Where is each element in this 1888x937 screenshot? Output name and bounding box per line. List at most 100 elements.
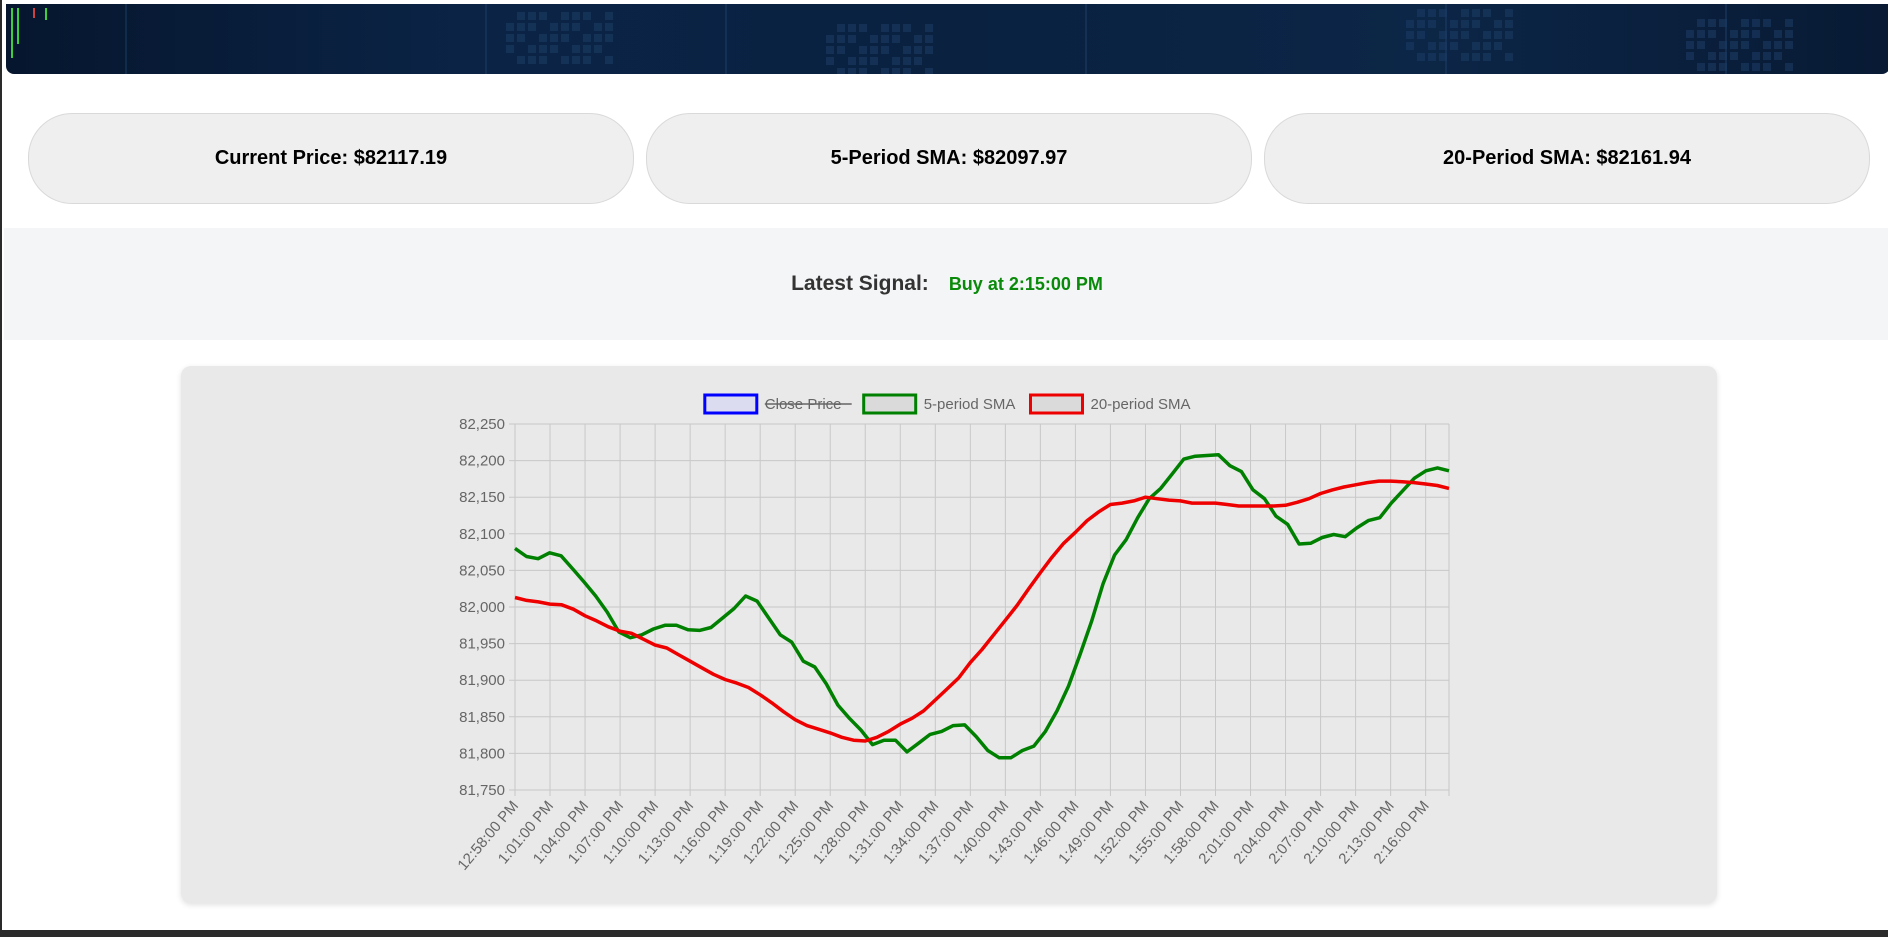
- banner-tile: [1406, 42, 1414, 50]
- banner-tile: [517, 34, 525, 42]
- banner-tile: [539, 45, 547, 53]
- y-tick-label: 82,000: [459, 599, 505, 616]
- banner-tile: [837, 68, 845, 74]
- legend-label: 5-period SMA: [924, 396, 1016, 413]
- banner-tile: [1730, 30, 1738, 38]
- banner-tile: [1483, 53, 1491, 61]
- banner-tile: [517, 23, 525, 31]
- banner-tile: [594, 45, 602, 53]
- banner-tile: [1439, 9, 1447, 17]
- banner-tile: [1428, 20, 1436, 28]
- banner-tile: [870, 35, 878, 43]
- chart-series: [513, 452, 1450, 760]
- y-tick-label: 81,950: [459, 636, 505, 653]
- legend-item-5-period-sma[interactable]: 5-period SMA: [862, 393, 1016, 415]
- banner-tile: [925, 46, 933, 54]
- banner-tile: [914, 46, 922, 54]
- banner-tile: [1697, 19, 1705, 27]
- legend-swatch: [862, 393, 918, 415]
- legend-label: 20-period SMA: [1091, 396, 1191, 413]
- banner-tile: [517, 12, 525, 20]
- banner-tile: [583, 45, 591, 53]
- header-banner: [6, 4, 1888, 74]
- banner-tile: [1741, 19, 1749, 27]
- banner-tile: [1708, 30, 1716, 38]
- banner-tile: [1708, 63, 1716, 71]
- banner-tile: [1450, 31, 1458, 39]
- banner-tile: [848, 24, 856, 32]
- banner-tile: [848, 57, 856, 65]
- banner-tile: [1472, 9, 1480, 17]
- banner-tile: [1741, 41, 1749, 49]
- banner-tile: [925, 24, 933, 32]
- banner-tile: [1752, 30, 1760, 38]
- banner-tile: [1785, 19, 1793, 27]
- banner-tile: [1708, 52, 1716, 60]
- sma5-text: 5-Period SMA: $82097.97: [830, 147, 1068, 169]
- banner-tile: [1730, 52, 1738, 60]
- banner-tile: [583, 56, 591, 64]
- banner-tile: [1752, 19, 1760, 27]
- banner-tile: [892, 57, 900, 65]
- banner-tile: [1686, 52, 1694, 60]
- banner-tile: [1494, 31, 1502, 39]
- banner-tile: [1763, 63, 1771, 71]
- banner-tile: [1439, 53, 1447, 61]
- banner-tile: [1417, 31, 1425, 39]
- legend-item-20-period-sma[interactable]: 20-period SMA: [1029, 393, 1191, 415]
- latest-signal-value: Buy at 2:15:00 PM: [948, 273, 1103, 294]
- banner-tile: [1417, 53, 1425, 61]
- banner-tile: [1494, 20, 1502, 28]
- banner-tile: [1406, 31, 1414, 39]
- y-tick-label: 82,250: [459, 416, 505, 433]
- chart-panel: 81,750 81,800 81,850 81,900 81,950 82,000 82,0…: [181, 366, 1717, 903]
- banner-tile: [1774, 30, 1782, 38]
- banner-tile: [837, 24, 845, 32]
- banner-tile: [605, 56, 613, 64]
- banner-tile: [1719, 52, 1727, 60]
- banner-tile: [881, 24, 889, 32]
- banner-tile: [1719, 41, 1727, 49]
- banner-tile: [506, 34, 514, 42]
- banner-tile: [1697, 63, 1705, 71]
- banner-tile: [1785, 30, 1793, 38]
- banner-tile: [848, 35, 856, 43]
- legend-item-close-price[interactable]: Close Price: [703, 393, 852, 415]
- banner-tile: [539, 34, 547, 42]
- banner-tile: [1505, 53, 1513, 61]
- banner-tile: [583, 12, 591, 20]
- banner-tile: [1472, 42, 1480, 50]
- banner-tile: [1483, 31, 1491, 39]
- banner-tile: [1505, 31, 1513, 39]
- banner-tile: [859, 46, 867, 54]
- banner-tile: [837, 46, 845, 54]
- banner-tile: [561, 12, 569, 20]
- y-tick-label: 81,850: [459, 709, 505, 726]
- banner-pattern: [11, 4, 1793, 74]
- banner-tile: [1505, 20, 1513, 28]
- banner-tile: [561, 56, 569, 64]
- banner-tile: [859, 24, 867, 32]
- banner-tile: [1450, 20, 1458, 28]
- banner-tile: [594, 34, 602, 42]
- banner-tile: [903, 57, 911, 65]
- legend-swatch: [1029, 393, 1084, 415]
- banner-tile: [1461, 20, 1469, 28]
- current-price-card: Current Price: $82117.19: [28, 113, 634, 204]
- banner-tile: [1686, 41, 1694, 49]
- banner-tile: [583, 34, 591, 42]
- y-tick-label: 82,200: [459, 453, 505, 470]
- series-line-20-period-sma: [514, 479, 1450, 743]
- banner-tile: [837, 35, 845, 43]
- banner-tile: [1428, 9, 1436, 17]
- banner-tile: [572, 56, 580, 64]
- banner-tile: [1719, 63, 1727, 71]
- banner-tile: [1774, 41, 1782, 49]
- banner-tile: [572, 45, 580, 53]
- banner-tile: [826, 46, 834, 54]
- banner-tile: [1406, 20, 1414, 28]
- banner-tile: [1697, 30, 1705, 38]
- y-tick-label: 82,150: [459, 489, 505, 506]
- banner-tile: [528, 45, 536, 53]
- banner-tile: [561, 23, 569, 31]
